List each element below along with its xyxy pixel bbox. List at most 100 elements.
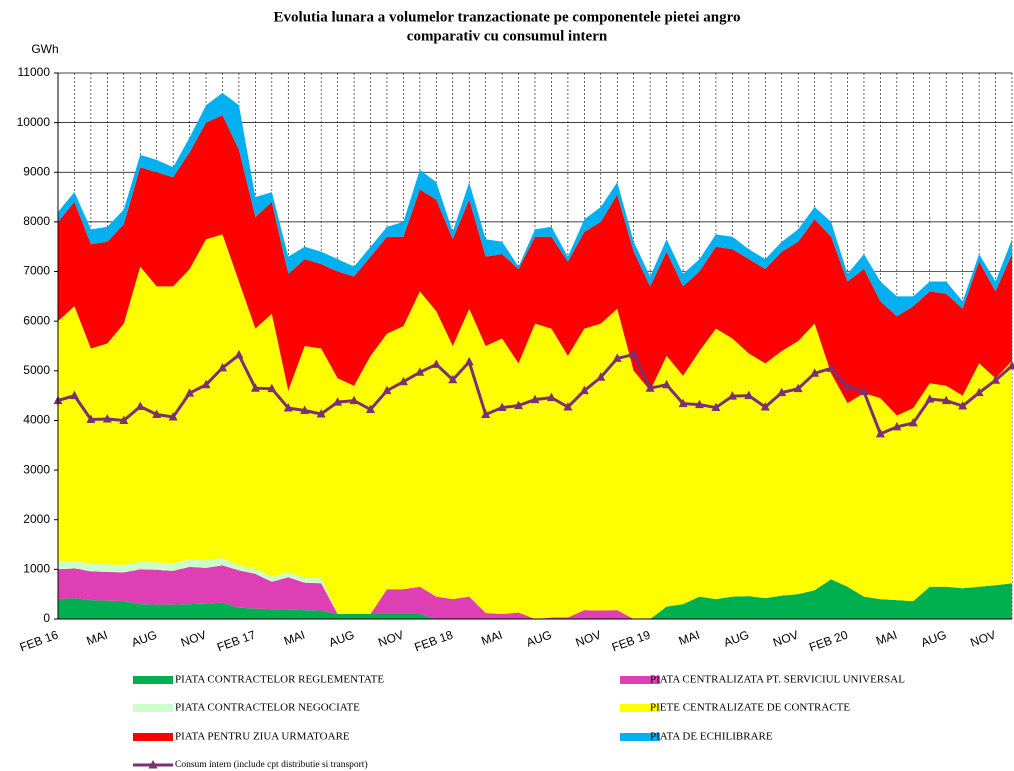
area — [58, 557, 1012, 619]
legend-swatch — [133, 704, 173, 712]
marker — [694, 399, 704, 409]
y-tick-label: 1000 — [23, 562, 50, 576]
x-tick-label: FEB 16 — [18, 628, 61, 655]
marker — [448, 374, 458, 384]
legend-swatch — [620, 676, 660, 684]
x-tick-label: NOV — [574, 628, 603, 650]
y-tick-label: 8000 — [23, 214, 50, 228]
marker — [415, 367, 425, 376]
y-tick-label: 9000 — [23, 164, 50, 178]
x-tick-label: AUG — [327, 628, 356, 650]
marker — [678, 398, 688, 408]
marker — [217, 362, 227, 372]
marker — [974, 387, 984, 397]
marker — [579, 385, 589, 395]
marker — [777, 387, 787, 397]
marker — [366, 404, 376, 414]
chart-title: comparativ cu consumul intern — [407, 28, 608, 44]
legend-label: PIATA CONTRACTELOR REGLEMENTATE — [175, 674, 384, 686]
legend-label: Consum intern (include cpt distributie s… — [175, 759, 368, 770]
legend: PIATA CONTRACTELOR REGLEMENTATE PIATA CEN… — [133, 674, 905, 770]
x-tick-label: AUG — [919, 628, 948, 650]
marker — [1007, 360, 1014, 370]
marker — [102, 413, 112, 423]
marker — [612, 353, 622, 362]
legend-label: PIATA CONTRACTELOR NEGOCIATE — [175, 702, 360, 714]
area — [58, 115, 1012, 416]
marker — [168, 411, 178, 421]
marker — [810, 368, 820, 377]
marker — [185, 388, 195, 397]
marker — [925, 394, 935, 403]
legend-label: PIATA CENTRALIZATA PT. SERVICIUL UNIVERS… — [650, 674, 905, 686]
legend-swatch — [620, 704, 660, 712]
y-tick-label: 11000 — [18, 65, 51, 79]
y-tick-label: 0 — [43, 611, 50, 625]
y-tick-label: 4000 — [23, 413, 50, 427]
legend-label: PIETE CENTRALIZATE DE CONTRACTE — [650, 702, 850, 714]
marker — [316, 409, 326, 418]
x-tick-label: NOV — [376, 628, 405, 650]
marker — [250, 383, 260, 392]
marker — [283, 403, 293, 412]
marker — [267, 383, 277, 393]
marker — [826, 363, 836, 372]
marker — [629, 349, 639, 358]
y-tick-label: 2000 — [23, 512, 50, 526]
marker — [135, 401, 145, 411]
marker — [941, 395, 951, 405]
x-tick-label: FEB 17 — [215, 628, 258, 655]
x-tick-label: NOV — [771, 628, 800, 650]
plot — [53, 92, 1014, 619]
area — [58, 579, 1012, 619]
x-tick-label: MAI — [677, 628, 702, 648]
marker — [744, 390, 754, 400]
x-tick-label: NOV — [179, 628, 208, 650]
marker — [563, 402, 573, 411]
x-tick-label: AUG — [722, 628, 751, 650]
marker — [497, 402, 507, 412]
y-tick-label: 10000 — [17, 115, 51, 129]
x-tick-label: MAI — [479, 628, 504, 648]
legend-label: PIATA PENTRU ZIUA URMATOARE — [175, 731, 350, 743]
marker — [86, 414, 96, 423]
marker — [727, 391, 737, 400]
marker — [760, 402, 770, 411]
marker — [991, 375, 1001, 384]
marker — [300, 405, 310, 415]
marker — [662, 379, 672, 389]
x-tick-label: MAI — [282, 628, 307, 648]
marker — [201, 379, 211, 389]
marker — [431, 359, 441, 368]
marker — [596, 372, 606, 381]
x-tick-label: AUG — [130, 628, 159, 650]
marker — [645, 383, 655, 392]
y-axis-unit: GWh — [31, 42, 58, 56]
marker — [908, 417, 918, 427]
marker — [69, 390, 79, 400]
y-tick-label: 6000 — [23, 313, 50, 327]
marker — [349, 395, 359, 405]
chart-title: Evolutia lunara a volumelor tranzactiona… — [274, 9, 741, 25]
x-tick-label: MAI — [874, 628, 899, 648]
legend-swatch — [148, 760, 158, 769]
marker — [530, 394, 540, 404]
x-tick-label: NOV — [968, 628, 997, 650]
marker — [119, 415, 129, 424]
marker — [514, 400, 524, 410]
marker — [711, 402, 721, 412]
legend-swatch — [133, 676, 173, 684]
marker — [843, 381, 853, 391]
area — [58, 234, 1012, 619]
marker — [382, 385, 392, 395]
x-tick-label: FEB 19 — [610, 628, 653, 655]
legend-label: PIATA DE ECHILIBRARE — [650, 731, 773, 743]
y-tick-label: 5000 — [23, 363, 50, 377]
x-tick-label: FEB 18 — [412, 628, 455, 655]
y-tick-label: 3000 — [23, 462, 50, 476]
marker — [958, 401, 968, 410]
marker — [875, 428, 885, 438]
marker — [892, 421, 902, 431]
